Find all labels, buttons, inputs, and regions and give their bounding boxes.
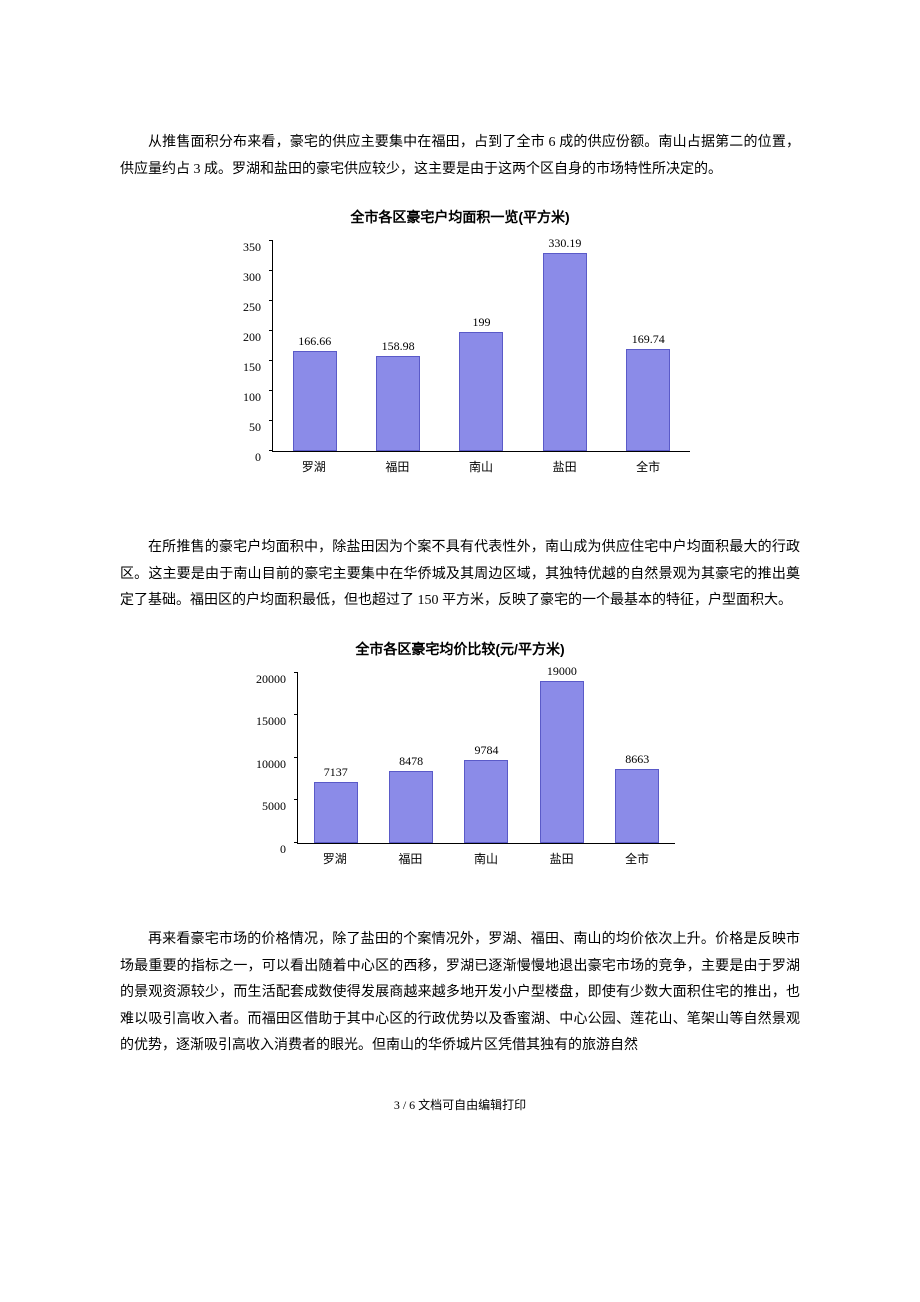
x-axis-label: 福田 [367,458,427,475]
chart2-plot: 05000100001500020000 7137847897841900086… [297,673,675,844]
x-axis-label: 南山 [451,458,511,475]
bar [464,760,508,843]
bar-column: 8478 [381,754,441,843]
x-axis-label: 全市 [618,458,678,475]
bar-column: 199 [451,315,511,451]
bar-column: 8663 [607,752,667,843]
bar-value-label: 330.19 [548,236,581,251]
chart-avg-price: 全市各区豪宅均价比较(元/平方米) 05000100001500020000 7… [245,639,675,867]
paragraph-3: 再来看豪宅市场的价格情况，除了盐田的个案情况外，罗湖、福田、南山的均价依次上升。… [120,927,800,1060]
bar [615,769,659,843]
bar-column: 9784 [456,743,516,843]
x-axis-label: 盐田 [535,458,595,475]
paragraph-1: 从推售面积分布来看，豪宅的供应主要集中在福田，占到了全市 6 成的供应份额。南山… [120,130,800,183]
bar [376,356,420,451]
bar-value-label: 199 [472,315,490,330]
x-axis-label: 全市 [607,850,667,867]
chart1-plot: 050100150200250300350 166.66158.98199330… [272,241,690,452]
chart1-x-axis: 罗湖 福田 南山 盐田 全市 [272,458,690,475]
bar [626,349,670,451]
bar [543,253,587,451]
chart2-bars: 713784789784190008663 [298,673,675,843]
bar [293,351,337,451]
bar [314,782,358,843]
bar-column: 158.98 [368,339,428,451]
bar-column: 330.19 [535,236,595,451]
bar-value-label: 8663 [625,752,649,767]
bar-column: 166.66 [285,334,345,451]
x-axis-label: 南山 [456,850,516,867]
chart2-x-axis: 罗湖福田南山盐田全市 [297,850,675,867]
bar-value-label: 166.66 [298,334,331,349]
x-axis-label: 罗湖 [284,458,344,475]
bar-column: 169.74 [618,332,678,451]
bar-value-label: 19000 [547,664,577,679]
bar-value-label: 8478 [399,754,423,769]
chart2-title: 全市各区豪宅均价比较(元/平方米) [245,639,675,659]
x-axis-label: 福田 [380,850,440,867]
paragraph-2: 在所推售的豪宅户均面积中，除盐田因为个案不具有代表性外，南山成为供应住宅中户均面… [120,535,800,615]
x-axis-label: 罗湖 [305,850,365,867]
chart-area-per-unit: 全市各区豪宅户均面积一览(平方米) 050100150200250300350 … [230,207,690,475]
bar [540,681,584,843]
bar-value-label: 9784 [474,743,498,758]
bar-column: 19000 [532,664,592,843]
bar-value-label: 158.98 [382,339,415,354]
bar [389,771,433,843]
chart1-bars: 166.66158.98199330.19169.74 [273,241,690,451]
chart1-title: 全市各区豪宅户均面积一览(平方米) [230,207,690,227]
bar-value-label: 169.74 [632,332,665,347]
page-footer: 3 / 6 文档可自由编辑打印 [120,1096,800,1113]
bar-value-label: 7137 [324,765,348,780]
document-page: 从推售面积分布来看，豪宅的供应主要集中在福田，占到了全市 6 成的供应份额。南山… [0,0,920,1153]
chart2-y-axis: 05000100001500020000 [242,667,294,849]
chart1-y-axis: 050100150200250300350 [227,235,269,457]
bar-column: 7137 [306,765,366,843]
bar [459,332,503,451]
x-axis-label: 盐田 [532,850,592,867]
